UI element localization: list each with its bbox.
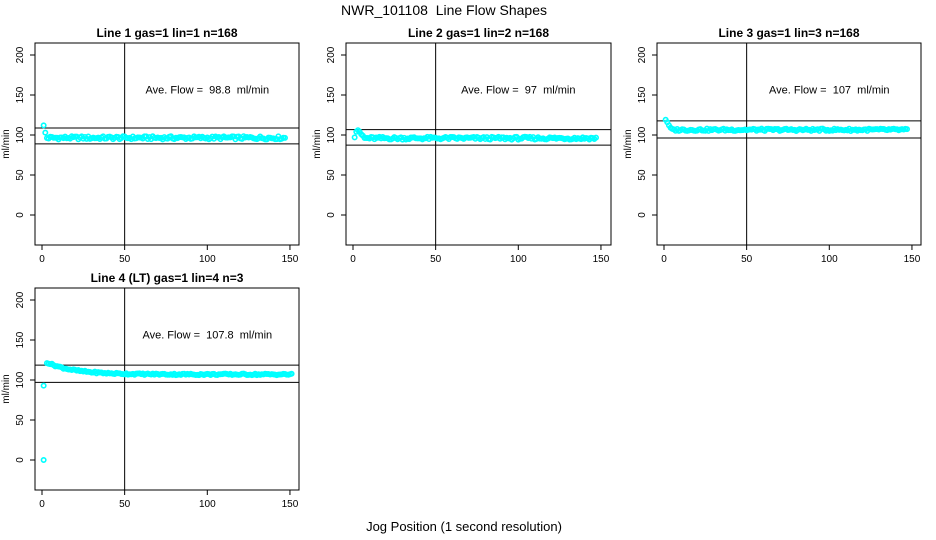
x-tick-label: 150 <box>593 254 610 265</box>
x-tick-label: 0 <box>350 254 356 265</box>
panel-3: Line 3 gas=1 lin=3 n=168 0 50 100 150 0 50 100 1… <box>623 26 922 265</box>
x-tick-label: 100 <box>510 254 527 265</box>
ave-flow-annotation: Ave. Flow = 97 ml/min <box>461 84 575 96</box>
x-tick-label: 0 <box>39 499 45 510</box>
y-tick-label: 0 <box>15 457 26 463</box>
x-tick-label: 0 <box>39 254 45 265</box>
x-tick-label: 100 <box>821 254 838 265</box>
data-point <box>288 370 295 377</box>
data-point <box>903 126 910 133</box>
data-point <box>40 122 47 129</box>
y-tick-label: 150 <box>326 86 337 103</box>
y-axis-label: ml/min <box>312 129 323 158</box>
figure-title: NWR_101108 Line Flow Shapes <box>341 2 547 18</box>
x-tick-label: 0 <box>661 254 667 265</box>
y-tick-label: 0 <box>15 212 26 218</box>
panels-group: Line 1 gas=1 lin=1 n=168 0 50 100 150 0 50 100 1… <box>1 26 922 510</box>
x-tick-label: 150 <box>282 254 299 265</box>
x-tick-label: 50 <box>119 499 131 510</box>
y-tick-label: 100 <box>637 126 648 143</box>
y-tick-label: 50 <box>15 414 26 426</box>
data-point <box>351 134 358 141</box>
x-tick-label: 50 <box>430 254 442 265</box>
data-point <box>42 129 49 136</box>
panel-title: Line 1 gas=1 lin=1 n=168 <box>96 26 237 40</box>
plot-box <box>656 42 922 246</box>
y-tick-label: 0 <box>326 212 337 218</box>
x-tick-label: 100 <box>199 499 216 510</box>
y-tick-label: 200 <box>15 46 26 63</box>
ave-flow-annotation: Ave. Flow = 107 ml/min <box>769 84 890 96</box>
y-axis-label: ml/min <box>1 374 12 403</box>
data-point <box>592 134 599 141</box>
panel-title: Line 2 gas=1 lin=2 n=168 <box>408 26 549 40</box>
ave-flow-annotation: Ave. Flow = 107.8 ml/min <box>142 329 272 341</box>
y-tick-label: 150 <box>15 331 26 348</box>
y-tick-label: 100 <box>15 371 26 388</box>
y-tick-label: 0 <box>637 212 648 218</box>
y-tick-label: 200 <box>637 46 648 63</box>
panel-title: Line 4 (LT) gas=1 lin=4 n=3 <box>91 271 244 285</box>
y-tick-label: 100 <box>326 126 337 143</box>
y-axis-label: ml/min <box>623 129 634 158</box>
x-tick-label: 100 <box>199 254 216 265</box>
y-tick-label: 100 <box>15 126 26 143</box>
plot-box <box>34 287 300 491</box>
y-tick-label: 200 <box>326 46 337 63</box>
x-tick-label: 50 <box>741 254 753 265</box>
y-tick-label: 50 <box>326 169 337 181</box>
y-tick-label: 50 <box>15 169 26 181</box>
panel-4: Line 4 (LT) gas=1 lin=4 n=3 0 50 100 150 0 50 1… <box>1 271 300 510</box>
data-point <box>40 382 47 389</box>
plot-box <box>345 42 612 246</box>
panel-2: Line 2 gas=1 lin=2 n=168 0 50 100 150 0 50 100 1… <box>312 26 612 265</box>
y-tick-label: 200 <box>15 291 26 308</box>
x-axis-label: Jog Position (1 second resolution) <box>366 519 562 534</box>
y-axis-label: ml/min <box>1 129 12 158</box>
panel-title: Line 3 gas=1 lin=3 n=168 <box>718 26 859 40</box>
data-point <box>281 134 288 141</box>
ave-flow-annotation: Ave. Flow = 98.8 ml/min <box>145 84 269 96</box>
panel-1: Line 1 gas=1 lin=1 n=168 0 50 100 150 0 50 100 1… <box>1 26 300 265</box>
y-tick-label: 150 <box>15 86 26 103</box>
x-tick-label: 150 <box>282 499 299 510</box>
data-point <box>40 456 47 463</box>
x-tick-label: 150 <box>904 254 921 265</box>
y-tick-label: 50 <box>637 169 648 181</box>
x-tick-label: 50 <box>119 254 131 265</box>
y-tick-label: 150 <box>637 86 648 103</box>
